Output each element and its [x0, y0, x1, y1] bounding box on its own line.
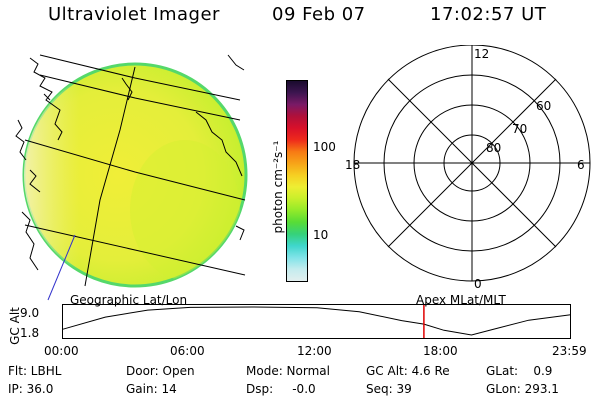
orbit-frame [62, 304, 571, 339]
filter-readout: Flt: LBHL [8, 364, 62, 378]
mlt-label-6: 6 [577, 158, 585, 172]
gc-alt-readout: GC Alt: 4.6 Re [366, 364, 450, 378]
colorbar-unit-label: photon cm⁻²s⁻¹ [271, 140, 285, 234]
uv-disk [22, 62, 248, 288]
orbit-xtick-0600: 06:00 [170, 344, 205, 358]
polar-diagonal-2 [387, 78, 557, 248]
coastline-map [15, 54, 245, 271]
colorbar-gradient [287, 81, 307, 281]
orbit-ytick-9: 9.0 [20, 306, 40, 320]
orbit-xtick-1200: 12:00 [297, 344, 332, 358]
mlt-label-18: 18 [345, 158, 360, 172]
ip-readout: IP: 36.0 [8, 382, 54, 396]
dsp-readout: Dsp: -0.0 [246, 382, 316, 396]
mlat-label-70: 70 [512, 122, 527, 136]
polar-plot: 12 0 18 6 60 70 80 [345, 45, 591, 291]
seq-readout: Seq: 39 [366, 382, 412, 396]
orbit-altitude-curve [62, 306, 571, 336]
date-label: 09 Feb 07 [272, 4, 366, 25]
orbit-ytick-1.8: 1.8 [20, 326, 40, 340]
mode-readout: Mode: Normal [246, 364, 330, 378]
colorbar-tick-100: 100 [313, 140, 336, 154]
glat-readout: GLat: 0.9 [486, 364, 553, 378]
mlat-label-60: 60 [536, 99, 551, 113]
orbit-xtick-2359: 23:59 [552, 344, 587, 358]
gain-readout: Gain: 14 [126, 382, 177, 396]
glon-readout: GLon: 293.1 [486, 382, 559, 396]
geographic-grid-label: Geographic Lat/Lon [70, 293, 188, 307]
orbit-xtick-0000: 00:00 [44, 344, 79, 358]
orbit-xtick-1800: 18:00 [423, 344, 458, 358]
time-label: 17:02:57 UT [430, 4, 547, 25]
instrument-title: Ultraviolet Imager [48, 4, 220, 25]
colorbar [286, 80, 308, 282]
mlt-label-0: 0 [474, 277, 482, 291]
door-readout: Door: Open [126, 364, 195, 378]
mlat-label-80: 80 [486, 141, 501, 155]
geographic-grid [24, 54, 246, 287]
mlt-label-12: 12 [474, 47, 489, 61]
orbit-altitude-plot [62, 304, 571, 339]
apex-grid-label: Apex MLat/MLT [416, 293, 506, 307]
colorbar-tick-10: 10 [313, 228, 329, 242]
meridian-line [47, 234, 76, 301]
